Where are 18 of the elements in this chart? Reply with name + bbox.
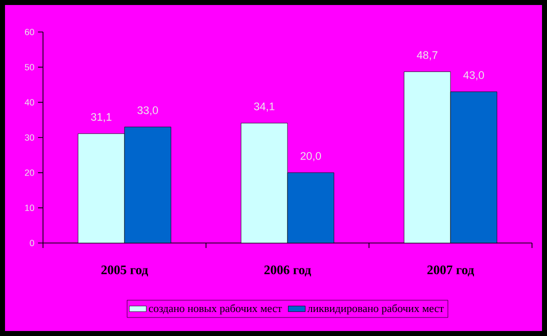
x-tick-label: 2007 год — [427, 266, 474, 276]
y-tick-label: 50 — [24, 64, 34, 70]
y-tick-label: 10 — [25, 204, 34, 212]
x-tick-label: 2005 год — [101, 266, 148, 276]
legend-label: создано новых рабочих мест — [148, 304, 282, 314]
y-tick-label: 40 — [24, 99, 34, 106]
y-tick-label: 0 — [30, 240, 34, 246]
y-tick-label: 60 — [24, 28, 34, 36]
data-label: 43,0 — [463, 71, 484, 80]
data-label: 34,1 — [254, 102, 274, 112]
legend-label: ликвидировано рабочих мест — [308, 304, 444, 314]
y-tick-label: 20 — [24, 169, 34, 176]
data-label: 48,7 — [416, 51, 438, 60]
data-label: 20,0 — [300, 152, 321, 162]
x-tick-label: 2006 год — [264, 266, 312, 276]
y-tick-label: 30 — [24, 134, 34, 141]
data-label: 33,0 — [137, 106, 158, 116]
data-label: 31,1 — [91, 113, 112, 122]
